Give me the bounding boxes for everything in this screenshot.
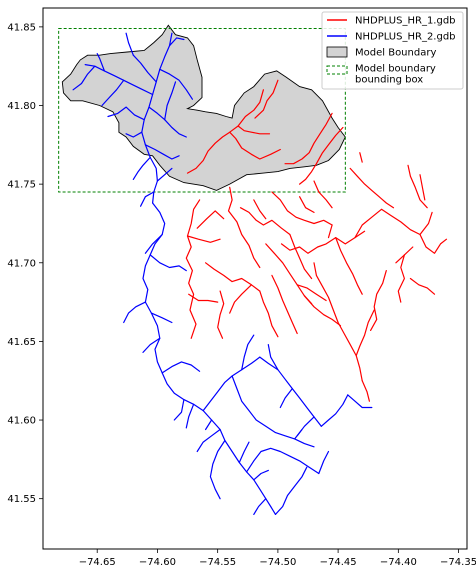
y-tick-label: 41.60 [7,416,36,427]
legend-label: Model Boundary [355,48,436,59]
x-tick-label: −74.65 [79,557,116,568]
legend-label: NHDPLUS_HR_2.gdb [355,32,456,43]
x-tick-label: −74.40 [380,557,417,568]
x-tick-label: −74.60 [139,557,176,568]
y-tick-label: 41.55 [7,494,36,505]
x-tick-label: −74.50 [259,557,296,568]
y-tick-label: 41.85 [7,22,36,33]
x-tick-label: −74.45 [320,557,357,568]
y-tick-label: 41.70 [7,258,36,269]
legend-label: NHDPLUS_HR_1.gdb [355,16,456,27]
legend-patch-swatch [327,47,347,57]
x-tick-label: −74.35 [440,557,476,568]
legend: NHDPLUS_HR_1.gdb NHDPLUS_HR_2.gdb Model Bo… [322,12,463,89]
x-tick-label: −74.55 [199,557,236,568]
y-tick-label: 41.80 [7,101,36,112]
y-tick-label: 41.75 [7,180,36,191]
y-tick-label: 41.65 [7,337,36,348]
